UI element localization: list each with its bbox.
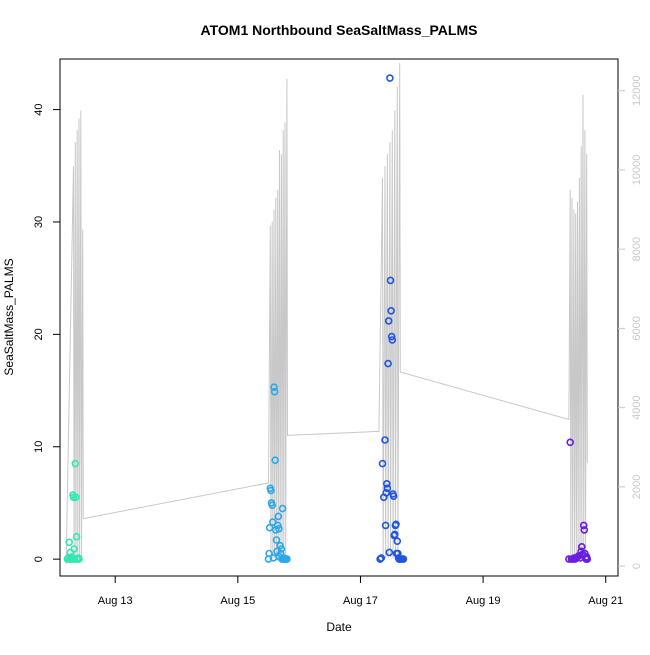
data-point — [265, 523, 274, 532]
x-tick-label: Aug 21 — [588, 595, 623, 607]
data-point — [385, 548, 394, 557]
plot-frame — [59, 58, 619, 577]
data-point — [272, 536, 281, 544]
data-point — [393, 537, 402, 546]
data-point — [387, 332, 396, 341]
data-point — [72, 532, 81, 541]
x-tick-label: Aug 19 — [466, 595, 501, 607]
y-tick-label: 30 — [33, 216, 45, 228]
data-point — [376, 555, 384, 563]
data-point — [384, 359, 392, 368]
data-point — [69, 493, 78, 502]
x-tick-label: Aug 15 — [220, 595, 255, 607]
data-point — [382, 479, 391, 488]
data-point — [577, 542, 586, 551]
data-point — [381, 521, 390, 530]
data-point — [75, 555, 83, 563]
data-point — [580, 526, 589, 534]
data-point — [271, 456, 280, 465]
data-point — [399, 555, 408, 563]
y2-tick-label: 10000 — [631, 155, 643, 186]
data-point — [382, 488, 391, 497]
data-point — [70, 545, 78, 553]
data-point — [70, 555, 79, 563]
data-point — [270, 387, 279, 396]
data-point — [381, 436, 389, 444]
y2-tick-label: 4000 — [631, 395, 643, 419]
y-tick-label: 20 — [33, 328, 45, 340]
data-point — [275, 524, 283, 533]
y-tick-label: 10 — [33, 441, 45, 453]
data-point — [267, 486, 275, 495]
data-point — [65, 538, 73, 547]
data-point — [377, 554, 386, 562]
data-point — [386, 276, 395, 285]
y2-tick-label: 8000 — [631, 237, 643, 261]
data-point — [268, 501, 277, 510]
data-point — [583, 555, 592, 563]
x-axis-label: Date — [326, 620, 352, 634]
chart-title: ATOM1 Northbound SeaSaltMass_PALMS — [201, 22, 478, 38]
data-point — [265, 549, 273, 558]
y-tick-label: 40 — [33, 103, 45, 115]
data-point — [270, 383, 278, 392]
y2-tick-label: 6000 — [631, 316, 643, 340]
altitude-trace-line — [65, 62, 588, 565]
data-point — [72, 493, 80, 502]
data-point — [566, 438, 575, 447]
data-point — [383, 484, 392, 493]
y-tick-label: 0 — [33, 556, 45, 562]
y2-tick-label: 2000 — [631, 475, 643, 499]
data-point — [384, 317, 393, 325]
data-point — [71, 459, 80, 468]
data-point — [268, 518, 277, 526]
data-point — [387, 306, 395, 315]
data-point — [579, 521, 588, 530]
y2-tick-label: 0 — [631, 563, 643, 569]
data-point — [390, 530, 399, 539]
data-point — [386, 74, 394, 82]
y-axis-label: SeaSaltMass_PALMS — [2, 258, 16, 375]
data-point — [277, 545, 286, 553]
data-point — [273, 521, 282, 530]
data-point — [274, 512, 283, 521]
data-point — [283, 555, 291, 563]
data-point — [378, 459, 387, 468]
x-tick-label: Aug 17 — [343, 595, 378, 607]
data-point — [392, 520, 400, 529]
data-point — [389, 492, 398, 501]
x-tick-label: Aug 13 — [98, 595, 133, 607]
y2-tick-label: 12000 — [631, 75, 643, 106]
data-point — [278, 504, 287, 513]
data-point — [388, 336, 397, 344]
